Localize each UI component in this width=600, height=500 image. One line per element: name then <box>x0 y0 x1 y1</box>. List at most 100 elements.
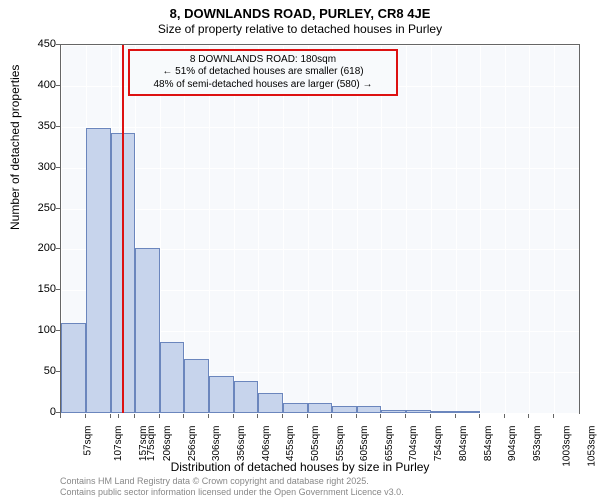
ytick-mark <box>56 371 60 372</box>
gridline-h <box>61 209 579 210</box>
xtick-label: 605sqm <box>359 426 370 462</box>
ytick-mark <box>56 412 60 413</box>
ytick-label: 350 <box>38 120 56 132</box>
annotation-line: ← 51% of detached houses are smaller (61… <box>136 66 389 79</box>
xtick-mark <box>118 414 119 418</box>
histogram-bar <box>283 403 308 413</box>
xtick-label: 505sqm <box>310 426 321 462</box>
ytick-mark <box>56 167 60 168</box>
ytick-mark <box>56 126 60 127</box>
gridline-v <box>283 45 284 413</box>
xtick-label: 804sqm <box>458 426 469 462</box>
gridline-v <box>381 45 382 413</box>
annotation-box: 8 DOWNLANDS ROAD: 180sqm← 51% of detache… <box>128 49 397 97</box>
histogram-bar <box>184 359 209 413</box>
xtick-label: 854sqm <box>483 426 494 462</box>
xtick-mark <box>356 414 357 418</box>
xtick-label: 406sqm <box>261 426 272 462</box>
xtick-label: 953sqm <box>532 426 543 462</box>
xtick-label: 306sqm <box>211 426 222 462</box>
gridline-v <box>480 45 481 413</box>
gridline-v <box>431 45 432 413</box>
xtick-mark <box>553 414 554 418</box>
ytick-mark <box>56 248 60 249</box>
gridline-h <box>61 168 579 169</box>
chart-footer: Contains HM Land Registry data © Crown c… <box>60 476 404 498</box>
chart-container: 8, DOWNLANDS ROAD, PURLEY, CR8 4JE Size … <box>0 0 600 500</box>
xtick-label: 356sqm <box>236 426 247 462</box>
footer-line-2: Contains public sector information licen… <box>60 487 404 498</box>
gridline-v <box>209 45 210 413</box>
xtick-mark <box>60 414 61 418</box>
chart-title-sub: Size of property relative to detached ho… <box>0 22 600 36</box>
gridline-v <box>357 45 358 413</box>
ytick-label: 300 <box>38 161 56 173</box>
annotation-line: 8 DOWNLANDS ROAD: 180sqm <box>136 54 389 67</box>
gridline-h <box>61 45 579 46</box>
xtick-mark <box>380 414 381 418</box>
histogram-bar <box>209 376 234 413</box>
xtick-label: 704sqm <box>408 426 419 462</box>
xtick-label: 655sqm <box>384 426 395 462</box>
x-axis-label: Distribution of detached houses by size … <box>0 460 600 474</box>
gridline-v <box>529 45 530 413</box>
ytick-mark <box>56 44 60 45</box>
xtick-label: 175sqm <box>147 426 158 462</box>
gridline-v <box>308 45 309 413</box>
histogram-bar <box>61 323 86 413</box>
ytick-label: 100 <box>38 324 56 336</box>
ytick-label: 250 <box>38 202 56 214</box>
gridline-v <box>505 45 506 413</box>
xtick-mark <box>134 414 135 418</box>
histogram-bar <box>456 411 481 413</box>
xtick-mark <box>455 414 456 418</box>
gridline-h <box>61 127 579 128</box>
ytick-mark <box>56 85 60 86</box>
gridline-v <box>456 45 457 413</box>
ytick-label: 50 <box>44 365 56 377</box>
marker-line <box>122 45 124 413</box>
ytick-label: 400 <box>38 79 56 91</box>
histogram-bar <box>431 411 456 413</box>
xtick-label: 107sqm <box>113 426 124 462</box>
xtick-mark <box>282 414 283 418</box>
xtick-mark <box>159 414 160 418</box>
annotation-line: 48% of semi-detached houses are larger (… <box>136 79 389 92</box>
xtick-mark <box>110 414 111 418</box>
xtick-label: 1003sqm <box>562 426 573 467</box>
xtick-label: 256sqm <box>187 426 198 462</box>
histogram-bar <box>332 406 357 413</box>
ytick-label: 150 <box>38 283 56 295</box>
y-axis-label: Number of detached properties <box>8 65 22 230</box>
xtick-mark <box>430 414 431 418</box>
ytick-label: 450 <box>38 38 56 50</box>
xtick-mark <box>331 414 332 418</box>
xtick-label: 904sqm <box>508 426 519 462</box>
gridline-v <box>406 45 407 413</box>
xtick-mark <box>208 414 209 418</box>
histogram-bar <box>258 393 283 413</box>
xtick-mark <box>405 414 406 418</box>
footer-line-1: Contains HM Land Registry data © Crown c… <box>60 476 404 487</box>
histogram-bar <box>406 410 431 413</box>
histogram-bar <box>357 406 381 413</box>
xtick-mark <box>528 414 529 418</box>
histogram-bar <box>160 342 185 413</box>
plot-area: 8 DOWNLANDS ROAD: 180sqm← 51% of detache… <box>60 44 580 414</box>
xtick-mark <box>183 414 184 418</box>
ytick-mark <box>56 208 60 209</box>
gridline-v <box>234 45 235 413</box>
gridline-v <box>258 45 259 413</box>
xtick-label: 206sqm <box>162 426 173 462</box>
xtick-label: 57sqm <box>83 426 94 456</box>
xtick-mark <box>257 414 258 418</box>
gridline-v <box>554 45 555 413</box>
gridline-h <box>61 413 579 414</box>
xtick-mark <box>233 414 234 418</box>
histogram-bar <box>381 410 406 413</box>
histogram-bar <box>308 403 333 413</box>
xtick-mark <box>479 414 480 418</box>
histogram-bar <box>234 381 258 413</box>
xtick-label: 754sqm <box>433 426 444 462</box>
ytick-label: 200 <box>38 242 56 254</box>
